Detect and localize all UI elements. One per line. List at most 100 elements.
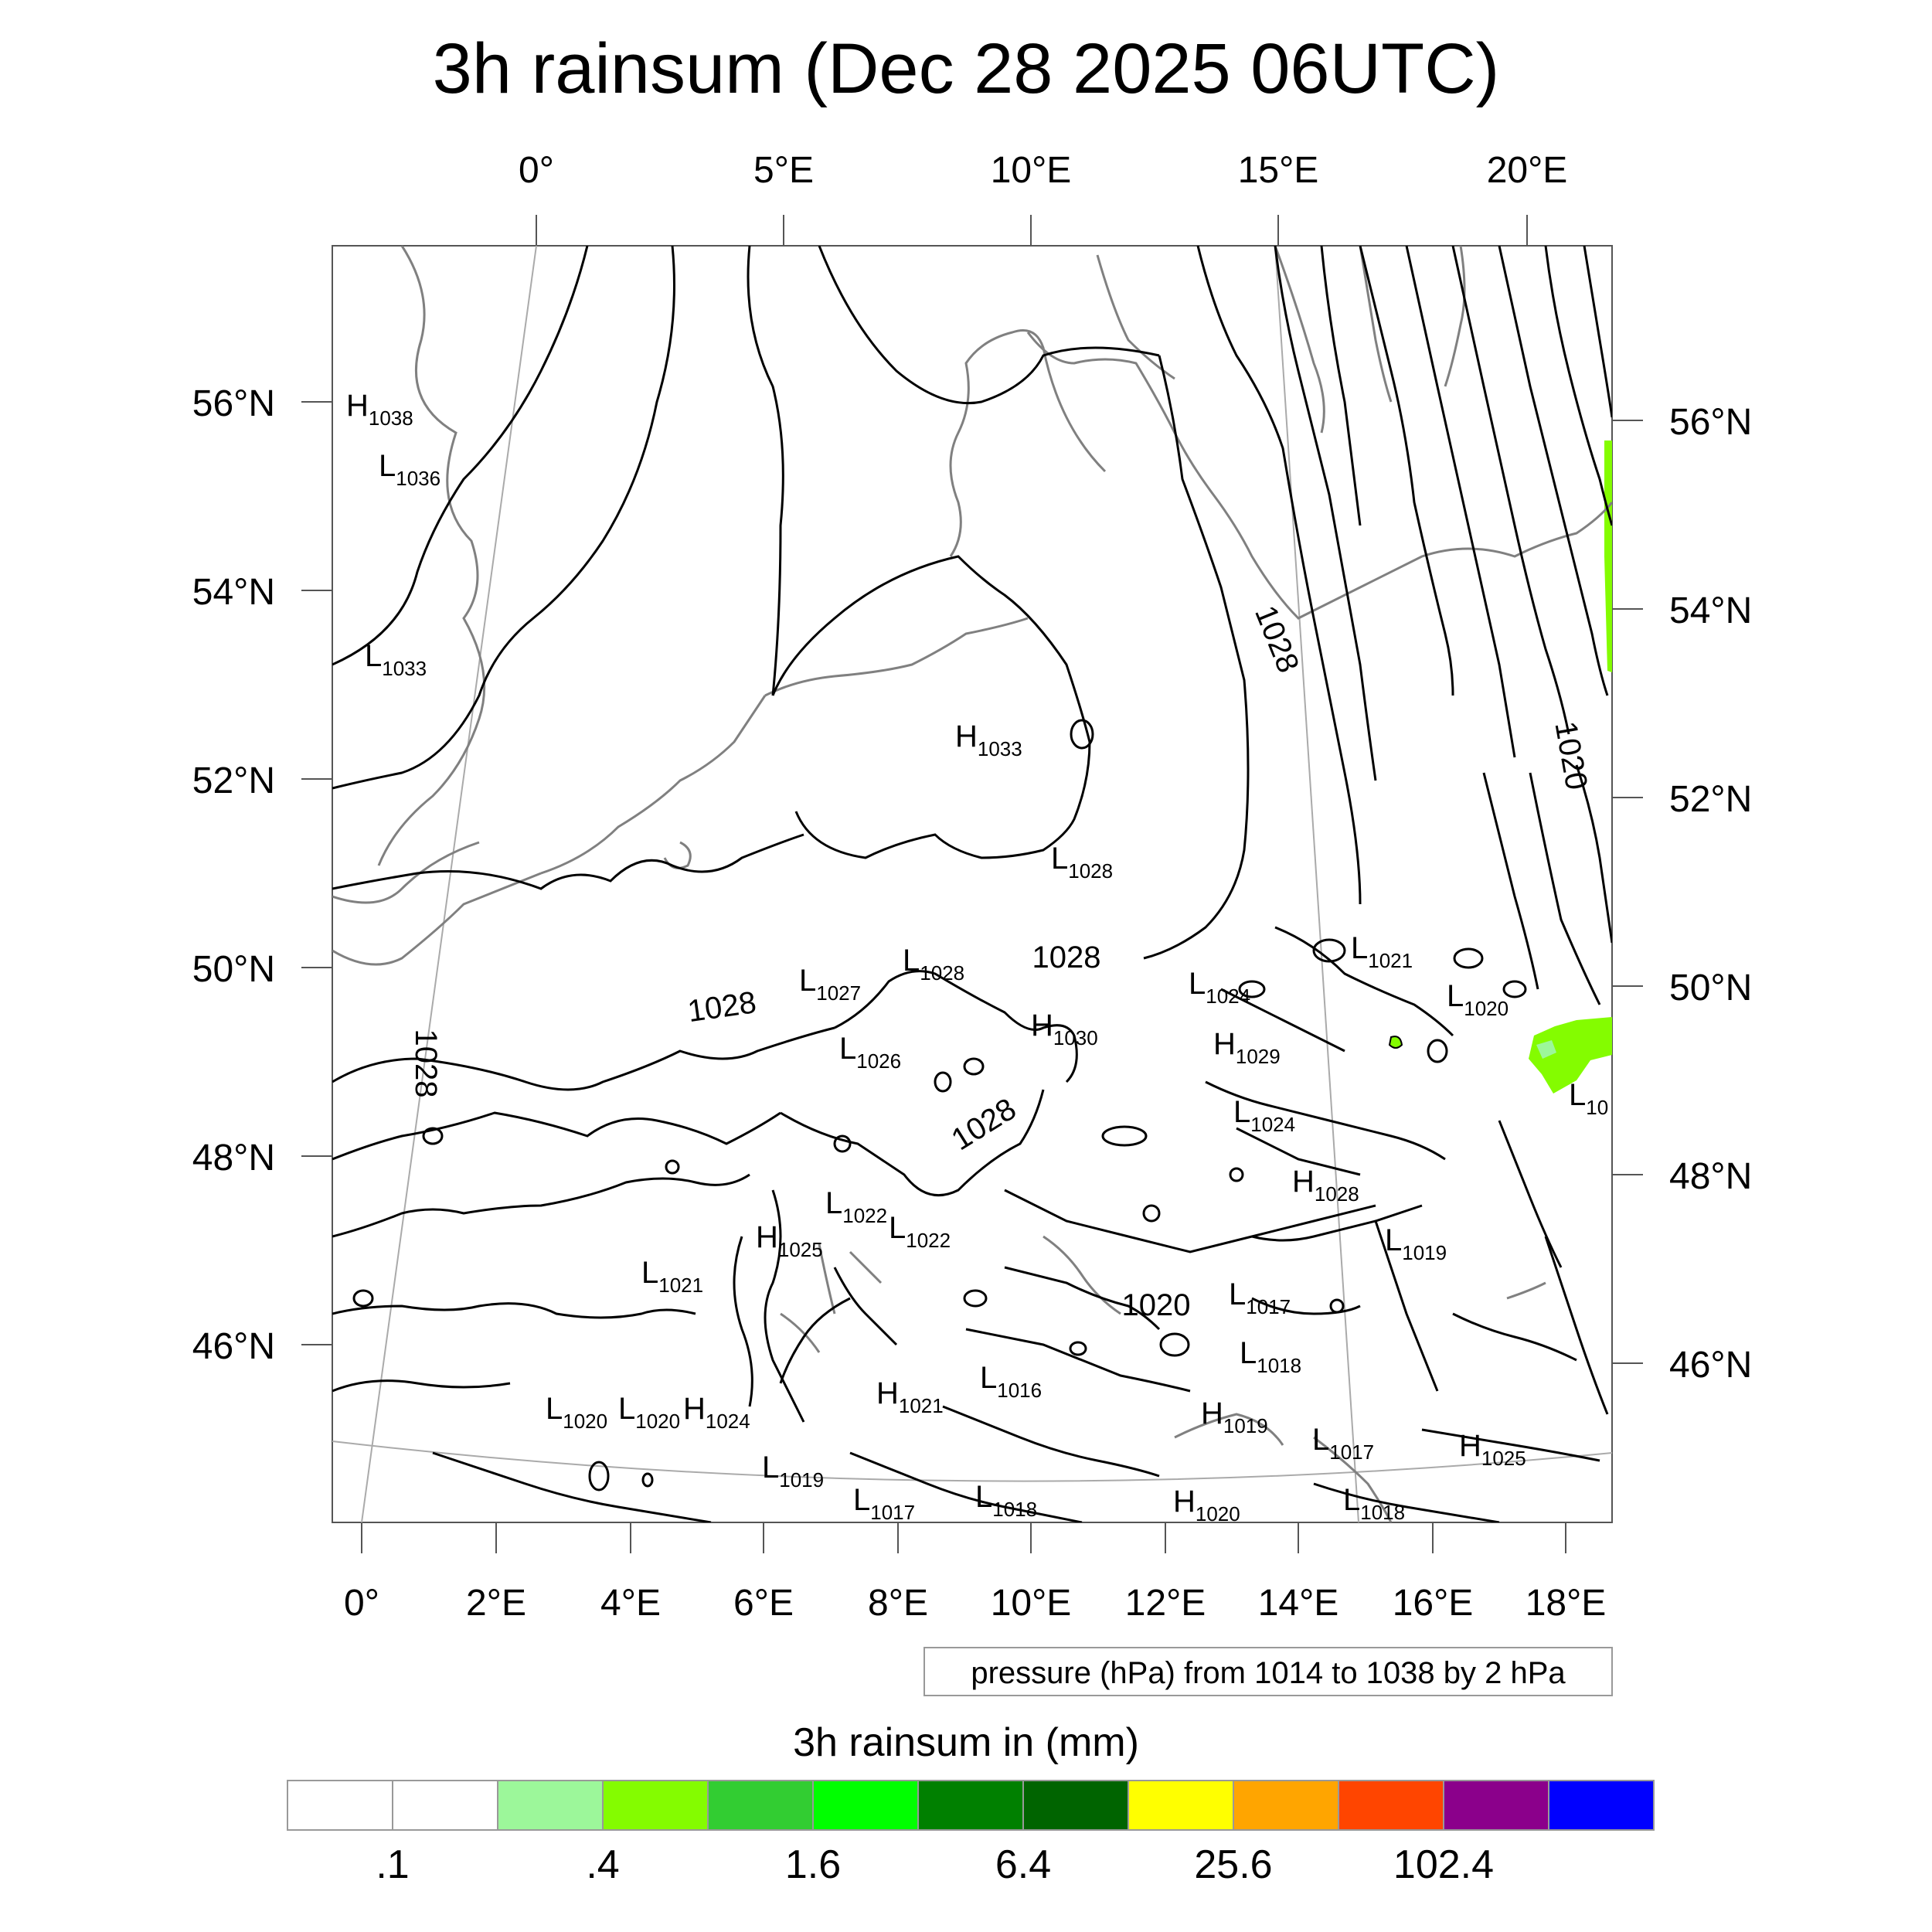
colorbar-label-4: 25.6 xyxy=(1194,1842,1272,1887)
colorbar-label-0: .1 xyxy=(376,1842,409,1887)
top-lon-label-5e: 5°E xyxy=(753,150,814,191)
pressure-center-14: L1024 xyxy=(1233,1095,1295,1136)
right-lat-label-50n: 50°N xyxy=(1669,968,1752,1009)
right-axis: 56°N 54°N 52°N 50°N 48°N 46°N xyxy=(1612,402,1752,1386)
top-lon-label-10e: 10°E xyxy=(991,150,1072,191)
colorbar-box-6 xyxy=(917,1780,1024,1831)
pressure-center-29: L1017 xyxy=(1312,1423,1374,1464)
pressure-center-32: L1017 xyxy=(853,1483,915,1524)
left-lat-label-46n: 46°N xyxy=(192,1326,275,1367)
right-lat-label-56n: 56°N xyxy=(1669,402,1752,443)
left-lat-label-48n: 48°N xyxy=(192,1138,275,1179)
pressure-center-21: L1017 xyxy=(1229,1277,1291,1318)
colorbar-label-3: 6.4 xyxy=(995,1842,1051,1887)
precip-area-east xyxy=(1529,1017,1612,1094)
bottom-lon-label-8e: 8°E xyxy=(868,1583,928,1624)
pressure-center-11: H1030 xyxy=(1031,1009,1098,1049)
colorbar-boxes xyxy=(287,1780,1655,1831)
bottom-lon-label-12e: 12°E xyxy=(1125,1583,1206,1624)
isobar-label-5: 1028 xyxy=(409,1029,443,1098)
colorbar-box-5 xyxy=(812,1780,919,1831)
pressure-center-19: L1019 xyxy=(1385,1223,1447,1264)
pressure-center-20: L1021 xyxy=(641,1256,703,1297)
map-content: H1038 L1036 L1033 H1033 L1028 L1021 L102… xyxy=(332,246,1612,1526)
pressure-center-30: H1025 xyxy=(1459,1429,1526,1470)
pressure-center-22: L1018 xyxy=(1240,1336,1301,1377)
coastlines xyxy=(332,246,1612,1522)
colorbar-label-2: 1.6 xyxy=(785,1842,841,1887)
isobar-label-2: 1028 xyxy=(1032,940,1101,975)
pressure-center-1: H1038 xyxy=(346,389,413,430)
pressure-center-24: L1020 xyxy=(546,1392,607,1433)
map-title: 3h rainsum (Dec 28 2025 06UTC) xyxy=(433,29,1500,108)
isobars xyxy=(332,246,1612,1522)
colorbar-box-1 xyxy=(392,1780,498,1831)
precipitation-areas xyxy=(1388,440,1612,1094)
colorbar-box-0 xyxy=(287,1780,393,1831)
colorbar-box-2 xyxy=(497,1780,604,1831)
pressure-center-2: L1036 xyxy=(379,449,440,490)
bottom-lon-label-16e: 16°E xyxy=(1393,1583,1474,1624)
pressure-center-35: L1018 xyxy=(1343,1483,1405,1524)
pressure-center-23: L1016 xyxy=(980,1361,1042,1402)
graticule xyxy=(332,246,1612,1522)
top-lon-label-0: 0° xyxy=(519,150,554,191)
right-lat-label-52n: 52°N xyxy=(1669,779,1752,820)
pressure-center-6: L1021 xyxy=(1351,931,1413,972)
contour-info-text: pressure (hPa) from 1014 to 1038 by 2 hP… xyxy=(971,1656,1566,1690)
top-lon-label-15e: 15°E xyxy=(1238,150,1319,191)
pressure-center-9: L1024 xyxy=(1189,967,1250,1008)
pressure-center-36: L10 xyxy=(1569,1078,1608,1119)
pressure-center-27: H1021 xyxy=(876,1376,944,1417)
right-lat-label-54n: 54°N xyxy=(1669,590,1752,631)
colorbar-box-10 xyxy=(1338,1780,1444,1831)
colorbar-label-1: .4 xyxy=(586,1842,619,1887)
pressure-center-25: L1020 xyxy=(618,1392,680,1433)
pressure-center-3: L1033 xyxy=(365,639,427,680)
pressure-center-labels: H1038 L1036 L1033 H1033 L1028 L1021 L102… xyxy=(346,389,1608,1526)
top-axis: 0° 5°E 10°E 15°E 20°E xyxy=(519,150,1567,246)
top-lon-label-20e: 20°E xyxy=(1487,150,1568,191)
colorbar-box-4 xyxy=(707,1780,814,1831)
left-lat-label-54n: 54°N xyxy=(192,572,275,613)
colorbar-box-8 xyxy=(1128,1780,1234,1831)
pressure-center-4: H1033 xyxy=(955,719,1022,760)
pressure-center-8: L1028 xyxy=(903,944,964,985)
pressure-center-10: L1020 xyxy=(1447,979,1509,1020)
pressure-center-33: L1018 xyxy=(975,1480,1037,1521)
left-lat-label-56n: 56°N xyxy=(192,383,275,424)
left-lat-label-50n: 50°N xyxy=(192,949,275,990)
bottom-lon-label-10e: 10°E xyxy=(991,1583,1072,1624)
colorbar-box-12 xyxy=(1548,1780,1655,1831)
colorbar: 3h rainsum in (mm) .1 .4 1.6 6.4 25.6 10… xyxy=(287,1720,1655,1887)
colorbar-box-9 xyxy=(1233,1780,1339,1831)
left-axis: 56°N 54°N 52°N 50°N 48°N 46°N xyxy=(192,383,332,1367)
pressure-center-15: H1028 xyxy=(1292,1165,1359,1206)
colorbar-box-7 xyxy=(1022,1780,1129,1831)
pressure-center-17: L1022 xyxy=(889,1211,951,1252)
colorbar-box-11 xyxy=(1443,1780,1549,1831)
isobar-label-7: 1020 xyxy=(1122,1288,1191,1322)
pressure-center-5: L1028 xyxy=(1051,842,1113,883)
pressure-center-34: H1020 xyxy=(1173,1485,1240,1526)
colorbar-label-5: 102.4 xyxy=(1393,1842,1494,1887)
bottom-axis: 0° 2°E 4°E 6°E 8°E 10°E 12°E 14°E 16°E 1… xyxy=(344,1522,1606,1624)
colorbar-box-3 xyxy=(602,1780,709,1831)
pressure-center-13: H1029 xyxy=(1213,1027,1281,1068)
right-lat-label-48n: 48°N xyxy=(1669,1156,1752,1197)
bottom-lon-label-6e: 6°E xyxy=(733,1583,794,1624)
bottom-lon-label-14e: 14°E xyxy=(1258,1583,1339,1624)
bottom-lon-label-0: 0° xyxy=(344,1583,379,1624)
pressure-center-7: L1027 xyxy=(799,964,861,1005)
pressure-center-31: L1019 xyxy=(762,1451,824,1492)
pressure-center-26: H1024 xyxy=(683,1392,750,1433)
colorbar-title: 3h rainsum in (mm) xyxy=(793,1720,1139,1765)
pressure-center-28: H1019 xyxy=(1201,1396,1268,1437)
bottom-lon-label-4e: 4°E xyxy=(600,1583,661,1624)
pressure-center-16: L1022 xyxy=(825,1186,887,1227)
precip-area-north xyxy=(1604,440,1612,672)
right-lat-label-46n: 46°N xyxy=(1669,1345,1752,1386)
left-lat-label-52n: 52°N xyxy=(192,760,275,801)
pressure-center-12: L1026 xyxy=(839,1032,901,1073)
